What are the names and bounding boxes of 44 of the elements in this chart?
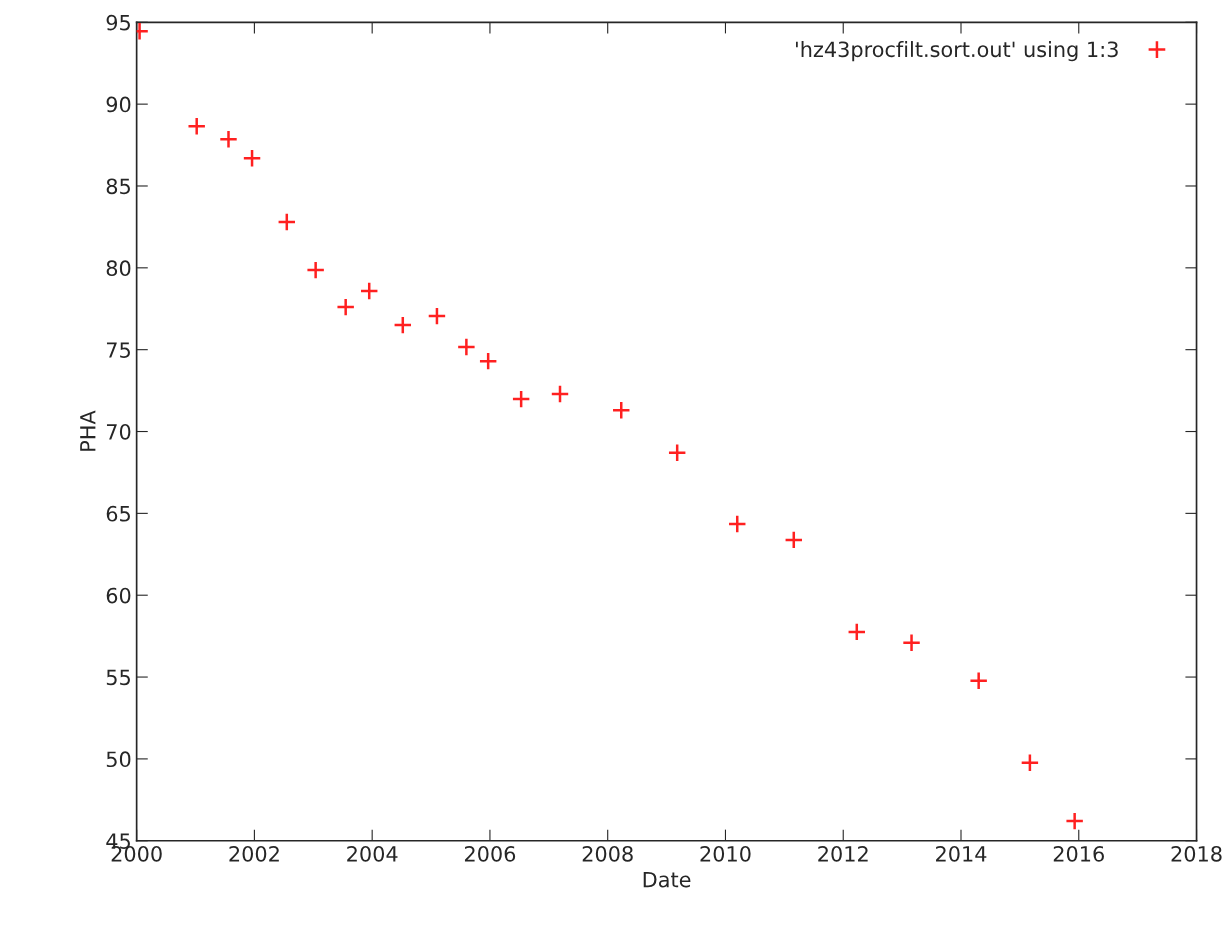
x-tick-label: 2004 — [347, 845, 398, 862]
x-tick-label: 2010 — [700, 845, 751, 862]
point — [242, 148, 262, 168]
point — [427, 306, 447, 326]
point — [456, 337, 476, 357]
y-tick-label: 95 — [106, 14, 130, 31]
point — [550, 384, 570, 404]
y-tick-label: 55 — [106, 669, 130, 686]
point — [306, 260, 326, 280]
point — [784, 530, 804, 550]
point — [1065, 811, 1085, 831]
point — [902, 633, 922, 653]
y-tick-label: 50 — [106, 751, 131, 768]
y-axis-title: PHA — [80, 410, 96, 451]
x-tick-label: 2006 — [464, 845, 516, 862]
point — [277, 212, 297, 232]
point — [1020, 753, 1040, 773]
x-axis-title: Date — [643, 871, 691, 888]
y-tick-label: 70 — [106, 423, 131, 440]
point — [359, 281, 379, 301]
point — [969, 671, 989, 691]
point — [393, 315, 413, 335]
y-tick-label: 85 — [106, 178, 130, 195]
x-tick-label: 2002 — [229, 845, 279, 862]
point — [219, 129, 238, 149]
point — [511, 389, 531, 409]
y-tick-label: 60 — [106, 587, 131, 604]
legend-label: 'hz43procfilt.sort.out' using 1:3 — [796, 41, 1118, 62]
x-tick-label: 2014 — [936, 845, 987, 862]
point — [667, 443, 687, 463]
point — [478, 351, 498, 371]
y-tick-label: 90 — [106, 96, 131, 113]
x-tick-label: 2016 — [1053, 845, 1104, 862]
x-tick-label: 2012 — [818, 845, 868, 862]
x-tick-label: 2018 — [1171, 845, 1222, 862]
point — [727, 514, 747, 534]
y-tick-label: 75 — [106, 342, 130, 358]
y-tick-label: 65 — [106, 505, 130, 522]
point — [611, 400, 631, 420]
y-tick-label: 80 — [106, 260, 131, 277]
point — [336, 297, 356, 317]
point — [187, 116, 207, 136]
point — [847, 622, 867, 642]
x-tick-label: 2008 — [582, 845, 633, 862]
